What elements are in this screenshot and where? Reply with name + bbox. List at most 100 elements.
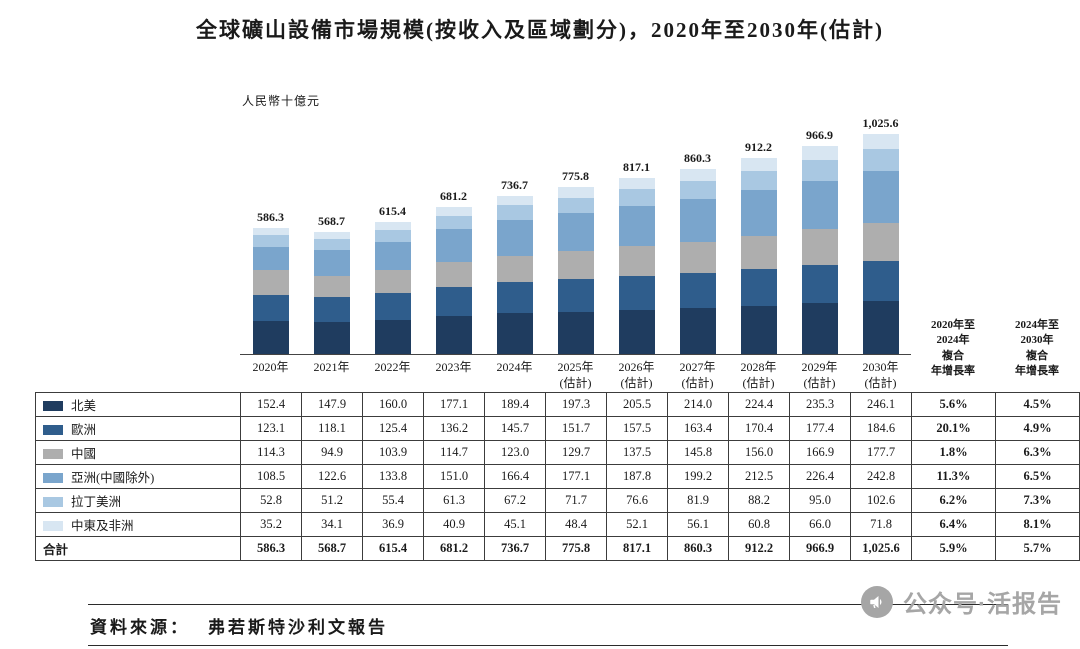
table-row: 中國 114.3 94.9 103.9 114.7 123.0 129.7 137.5 145.… bbox=[35, 440, 1080, 465]
bar-total-label: 586.3 bbox=[257, 209, 284, 224]
page-title: 全球礦山設備市場規模(按收入及區域劃分)，2020年至2030年(估計) bbox=[196, 18, 884, 42]
bar-segment bbox=[496, 313, 533, 354]
value-cell: 187.8 bbox=[606, 464, 668, 489]
x-axis-label: 2026年 (估計) bbox=[618, 360, 655, 390]
value-cell: 137.5 bbox=[606, 440, 668, 465]
bar-segment bbox=[252, 227, 289, 236]
bar-segment bbox=[740, 235, 777, 270]
bar-segment bbox=[862, 133, 899, 149]
x-axis-label: 2029年 (估計) bbox=[801, 360, 838, 390]
bar-segment bbox=[740, 171, 777, 191]
stacked-bar-chart: 586.3 568.7 615.4 681.2 736.7 775.8 817.1 860.3… bbox=[240, 106, 911, 355]
value-cell: 242.8 bbox=[850, 464, 912, 489]
value-cell: 615.4 bbox=[362, 536, 424, 561]
region-label-cell: 中國 bbox=[35, 440, 241, 465]
bar-segment bbox=[679, 272, 716, 308]
bar-segment bbox=[862, 171, 899, 224]
value-cell: 108.5 bbox=[240, 464, 302, 489]
bar-segment bbox=[435, 216, 472, 230]
bar-column: 860.3 bbox=[667, 106, 728, 354]
bar-segment bbox=[618, 178, 655, 190]
bar-segment bbox=[313, 322, 350, 354]
value-cell: 125.4 bbox=[362, 416, 424, 441]
value-cell: 177.1 bbox=[545, 464, 607, 489]
bar-column: 966.9 bbox=[789, 106, 850, 354]
source-rule-bottom bbox=[88, 645, 1008, 646]
value-cell: 151.0 bbox=[423, 464, 485, 489]
value-cell: 123.0 bbox=[484, 440, 546, 465]
value-cell: 152.4 bbox=[240, 392, 302, 417]
value-cell: 76.6 bbox=[606, 488, 668, 513]
x-axis-label: 2028年 (估計) bbox=[740, 360, 777, 390]
value-cell: 177.7 bbox=[850, 440, 912, 465]
value-cell: 60.8 bbox=[728, 512, 790, 537]
bar-segment bbox=[252, 294, 289, 322]
bar-segment bbox=[618, 309, 655, 354]
value-cell: 966.9 bbox=[789, 536, 851, 561]
value-cell: 40.9 bbox=[423, 512, 485, 537]
bar-segment bbox=[557, 197, 594, 214]
x-axis-label: 2023年 bbox=[435, 360, 472, 374]
region-label: 歐洲 bbox=[71, 423, 97, 437]
cagr-headers: 2020年至 2024年 複合 年增長率 2024年至 2030年 複合 年增長率 bbox=[911, 318, 1079, 380]
unit-label: 人民幣十億元 bbox=[242, 94, 321, 108]
bar-total-label: 1,025.6 bbox=[862, 115, 899, 130]
value-cell: 1,025.6 bbox=[850, 536, 912, 561]
bar-total-label: 775.8 bbox=[562, 169, 589, 184]
bar-stack bbox=[618, 178, 655, 354]
value-cell: 145.7 bbox=[484, 416, 546, 441]
bar-column: 912.2 bbox=[728, 106, 789, 354]
bar-segment bbox=[252, 235, 289, 247]
value-cell: 184.6 bbox=[850, 416, 912, 441]
value-cell: 189.4 bbox=[484, 392, 546, 417]
bar-segment bbox=[374, 229, 411, 242]
bar-segment bbox=[252, 246, 289, 271]
x-axis-label: 2025年 (估計) bbox=[557, 360, 594, 390]
bar-stack bbox=[557, 187, 594, 354]
value-cell: 166.9 bbox=[789, 440, 851, 465]
bar-segment bbox=[435, 207, 472, 217]
value-cell: 177.4 bbox=[789, 416, 851, 441]
bar-segment bbox=[801, 265, 838, 304]
bar-total-label: 681.2 bbox=[440, 189, 467, 204]
bar-stack bbox=[801, 146, 838, 354]
region-label-cell: 合計 bbox=[35, 536, 241, 561]
bar-segment bbox=[374, 270, 411, 293]
cagr-header: 2024年至 2030年 複合 年增長率 bbox=[1015, 319, 1059, 378]
bar-segment bbox=[252, 321, 289, 354]
region-label-cell: 歐洲 bbox=[35, 416, 241, 441]
x-axis-label: 2020年 bbox=[252, 360, 289, 374]
bar-segment bbox=[862, 301, 899, 354]
bar-column: 817.1 bbox=[606, 106, 667, 354]
bar-segment bbox=[801, 229, 838, 266]
legend-swatch bbox=[43, 401, 63, 411]
bar-segment bbox=[740, 269, 777, 306]
value-cell: 163.4 bbox=[667, 416, 729, 441]
value-cell: 151.7 bbox=[545, 416, 607, 441]
value-cell: 912.2 bbox=[728, 536, 790, 561]
value-cell: 199.2 bbox=[667, 464, 729, 489]
cagr-cell: 6.2% bbox=[911, 488, 996, 513]
value-cell: 224.4 bbox=[728, 392, 790, 417]
bar-segment bbox=[313, 276, 350, 297]
value-cell: 45.1 bbox=[484, 512, 546, 537]
bar-total-label: 568.7 bbox=[318, 213, 345, 228]
megaphone-icon bbox=[861, 585, 893, 618]
value-cell: 586.3 bbox=[240, 536, 302, 561]
region-label: 拉丁美洲 bbox=[71, 495, 122, 509]
value-cell: 103.9 bbox=[362, 440, 424, 465]
bar-segment bbox=[252, 270, 289, 295]
value-cell: 736.7 bbox=[484, 536, 546, 561]
cagr-cell: 11.3% bbox=[911, 464, 996, 489]
bar-segment bbox=[313, 231, 350, 240]
source-line: 資料來源： 弗若斯特沙利文報告 bbox=[90, 613, 388, 638]
bar-segment bbox=[435, 315, 472, 354]
bar-segment bbox=[862, 223, 899, 262]
bar-total-label: 912.2 bbox=[745, 139, 772, 154]
legend-swatch bbox=[43, 425, 63, 435]
value-cell: 52.1 bbox=[606, 512, 668, 537]
region-label-cell: 拉丁美洲 bbox=[35, 488, 241, 513]
bar-segment bbox=[374, 292, 411, 320]
value-cell: 147.9 bbox=[301, 392, 363, 417]
value-cell: 71.7 bbox=[545, 488, 607, 513]
